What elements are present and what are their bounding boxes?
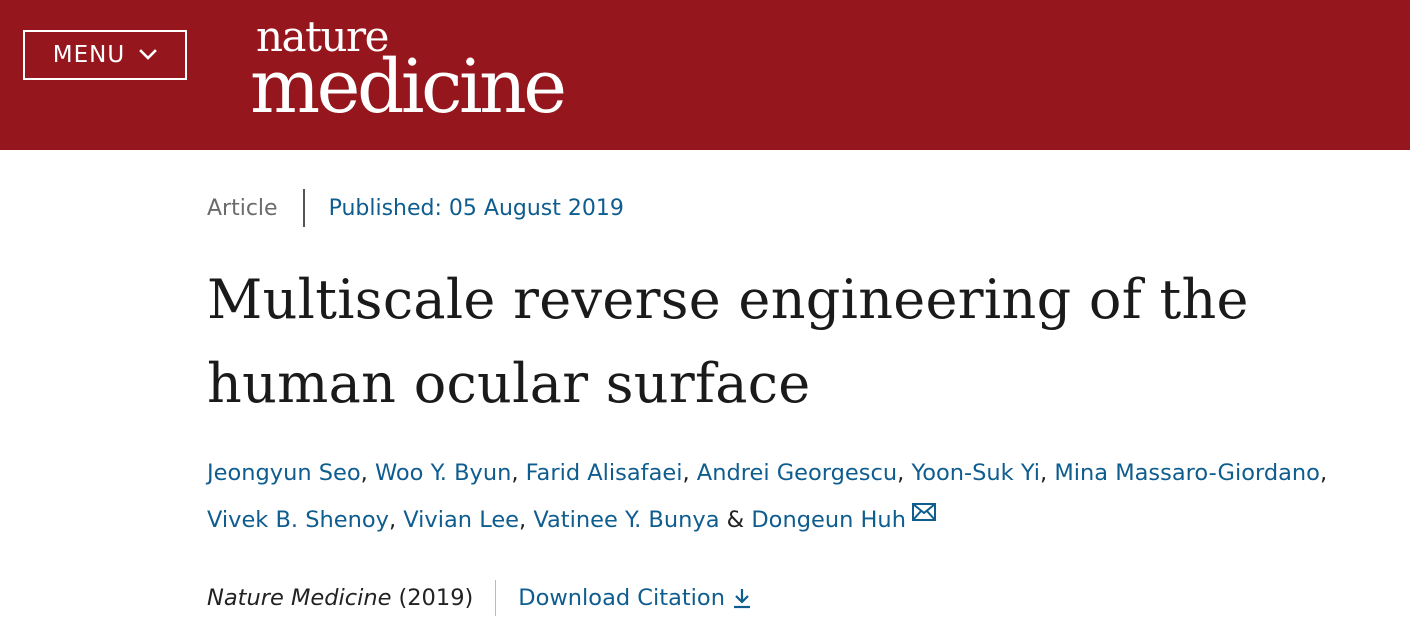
author-separator: ,	[897, 460, 912, 486]
author-separator: ,	[1040, 460, 1055, 486]
author-separator: ,	[1319, 460, 1328, 486]
menu-label: MENU	[52, 42, 126, 68]
chevron-down-icon	[139, 49, 158, 60]
author-list: Jeongyun Seo, Woo Y. Byun, Farid Alisafa…	[207, 450, 1407, 544]
author-link[interactable]: Woo Y. Byun	[374, 460, 512, 486]
author-last-separator: &	[719, 507, 752, 533]
article-title: Multiscale reverse engineering of the hu…	[207, 258, 1387, 426]
author-separator: ,	[388, 507, 404, 533]
article-type: Article	[207, 195, 278, 221]
author-separator: ,	[682, 460, 697, 486]
citation-row: Nature Medicine (2019) Download Citation	[207, 578, 751, 618]
author-separator: ,	[360, 460, 375, 486]
logo-line-nature: nature	[256, 12, 389, 61]
author-link[interactable]: Vivian Lee	[403, 507, 520, 533]
author-separator: ,	[511, 460, 526, 486]
author-link[interactable]: Mina Massaro-Giordano	[1054, 460, 1320, 486]
title-line: human ocular surface	[207, 352, 811, 415]
download-arrow-icon	[733, 589, 750, 609]
mail-icon[interactable]	[911, 503, 936, 521]
site-header: MENU nature medicine	[0, 0, 1410, 150]
author-link[interactable]: Dongeun Huh	[751, 507, 906, 533]
publication-year: (2019)	[398, 585, 474, 611]
meta-divider	[302, 189, 305, 227]
author-link[interactable]: Yoon-Suk Yi	[911, 460, 1041, 486]
article-meta: Article Published: 05 August 2019	[207, 188, 624, 228]
journal-name: Nature Medicine	[207, 585, 392, 611]
published-date[interactable]: Published: 05 August 2019	[328, 195, 624, 221]
author-link[interactable]: Andrei Georgescu	[696, 460, 898, 486]
download-citation-link[interactable]: Download Citation	[518, 585, 751, 611]
logo-line-medicine: medicine	[250, 44, 567, 130]
author-link[interactable]: Vatinee Y. Bunya	[533, 507, 720, 533]
menu-button[interactable]: MENU	[23, 30, 187, 80]
author-link[interactable]: Vivek B. Shenoy	[207, 507, 389, 533]
citation-divider	[495, 580, 497, 616]
author-separator: ,	[519, 507, 534, 533]
author-link[interactable]: Farid Alisafaei	[525, 460, 683, 486]
title-line: Multiscale reverse engineering of the	[207, 268, 1249, 331]
author-link[interactable]: Jeongyun Seo	[207, 460, 361, 486]
download-citation-label: Download Citation	[518, 585, 725, 611]
